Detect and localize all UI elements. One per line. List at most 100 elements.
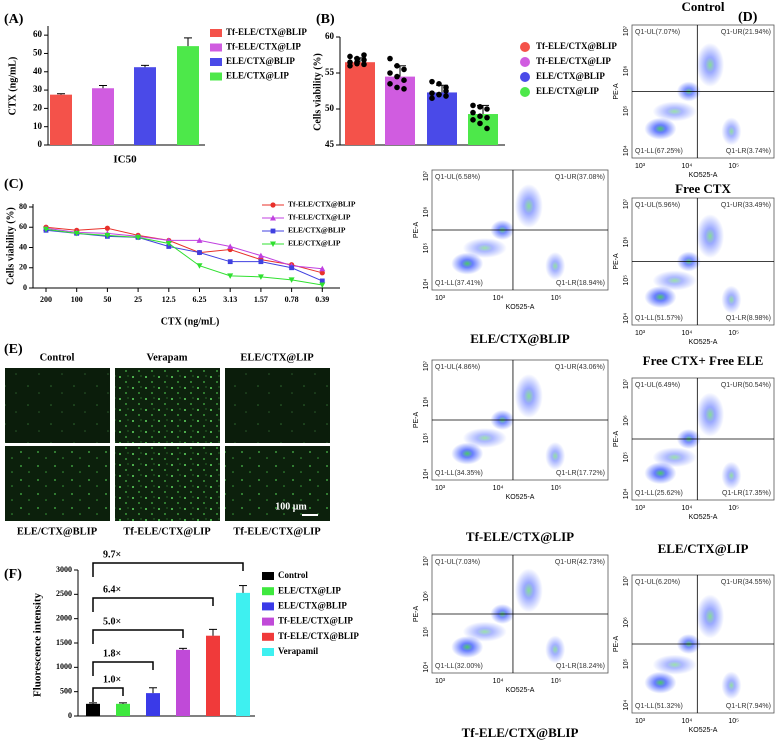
flow-x-label: KO525-A [506, 304, 535, 311]
data-point [401, 77, 407, 83]
flow-density [721, 461, 742, 490]
flow-title: Free CTX [675, 181, 731, 196]
flow-y-tick: 10⁷ [623, 378, 630, 389]
flow-density [721, 671, 742, 700]
image-label: ELE/CTX@LIP [240, 352, 314, 363]
flow-density [721, 285, 742, 314]
quadrant-label: Q1-LL(34.35%) [435, 470, 483, 477]
bar [134, 67, 156, 145]
data-point [436, 81, 442, 87]
flow-x-tick: 10⁴ [681, 163, 692, 170]
legend-swatch [210, 58, 222, 66]
data-point [361, 61, 367, 68]
flow-y-tick: 10⁴ [623, 700, 630, 711]
y-tick-label: 60 [325, 31, 335, 41]
flow-x-tick: 10³ [635, 718, 646, 725]
data-point [394, 63, 400, 69]
y-tick-label: 3000 [56, 565, 72, 574]
annotation: 9.7× [103, 549, 121, 560]
marker [258, 259, 264, 265]
data-point [387, 81, 393, 87]
data-point [436, 91, 442, 98]
marker [319, 265, 326, 272]
panel-label: (C) [4, 177, 24, 192]
flow-x-tick: 10⁴ [681, 718, 692, 725]
y-tick-label: 20 [33, 102, 43, 112]
legend-marker [270, 241, 276, 247]
legend-marker [270, 228, 276, 234]
flow-y-tick: 10⁷ [623, 575, 630, 586]
flow-x-tick: 10⁵ [551, 295, 562, 302]
flow-y-tick: 10⁶ [423, 207, 430, 218]
marker [289, 265, 294, 271]
y-tick-label: 500 [60, 686, 72, 695]
y-tick-label: 1000 [56, 662, 72, 671]
bar [177, 46, 199, 146]
y-tick-label: 10 [33, 121, 43, 131]
marker [257, 274, 264, 280]
quadrant-label: Q1-LR(3.74%) [726, 148, 771, 155]
micrograph [225, 446, 330, 521]
data-point [361, 57, 367, 63]
marker [196, 237, 203, 243]
quadrant-label: Q1-UR(43.06%) [555, 364, 605, 371]
data-point [477, 120, 483, 127]
flow-density [652, 270, 697, 291]
bracket [92, 687, 124, 702]
bracket [92, 597, 214, 612]
marker [257, 252, 264, 259]
data-point [477, 113, 483, 119]
y-tick-label: 50 [33, 48, 43, 58]
legend-label: Tf-ELE/CTX@BLIP [288, 200, 356, 209]
legend-marker [270, 215, 276, 221]
bracket [92, 562, 244, 577]
flow-x-tick: 10⁴ [493, 678, 504, 685]
x-tick-label: 100 [71, 295, 83, 304]
data-point [477, 104, 483, 110]
y-tick-label: 60 [33, 29, 43, 39]
legend-label: ELE/CTX@LIP [536, 86, 599, 96]
flow-density [721, 117, 742, 146]
flow-y-tick: 10⁵ [423, 433, 430, 444]
flow-y-tick: 10⁵ [423, 243, 430, 254]
flow-y-tick: 10⁴ [623, 488, 630, 499]
bar [206, 635, 220, 716]
flow-y-tick: 10⁶ [423, 397, 430, 408]
x-tick-label: 200 [40, 295, 52, 304]
bar [50, 94, 72, 145]
data-point [394, 73, 400, 80]
annotation: 1.0× [103, 674, 121, 685]
y-axis-label: Cells viability (%) [5, 207, 16, 285]
marker [166, 244, 172, 249]
marker [43, 226, 49, 233]
image-label: Tf-ELE/CTX@LIP [123, 526, 211, 537]
flow-y-tick: 10⁶ [423, 591, 430, 602]
flow-y-tick: 10⁷ [423, 360, 430, 371]
legend-swatch [210, 29, 222, 37]
flow-density [514, 374, 543, 418]
marker [104, 232, 111, 239]
series-line [45, 229, 323, 282]
bar [427, 92, 457, 145]
legend-swatch [262, 572, 274, 580]
flow-title: Tf-ELE/CTX@LIP [466, 529, 574, 544]
bar [116, 703, 130, 716]
y-tick-label: 2500 [56, 589, 72, 598]
legend-marker [270, 202, 276, 208]
marker [165, 240, 172, 247]
flow-density [652, 447, 697, 468]
y-tick-label: 0 [68, 711, 72, 720]
flow-density [644, 117, 677, 140]
legend-label: ELE/CTX@BLIP [278, 600, 347, 610]
y-tick-label: 40 [19, 242, 27, 251]
flow-density [644, 671, 677, 694]
flow-x-tick: 10³ [635, 505, 646, 512]
flow-density [644, 462, 677, 485]
panel-label: (F) [4, 567, 22, 582]
legend-label: ELE/CTX@BLIP [536, 71, 605, 81]
marker [227, 243, 234, 249]
y-tick-label: 60 [19, 222, 27, 231]
micrograph [5, 446, 110, 521]
x-tick-label: 25 [134, 295, 142, 304]
flow-y-tick: 10⁴ [623, 145, 630, 156]
